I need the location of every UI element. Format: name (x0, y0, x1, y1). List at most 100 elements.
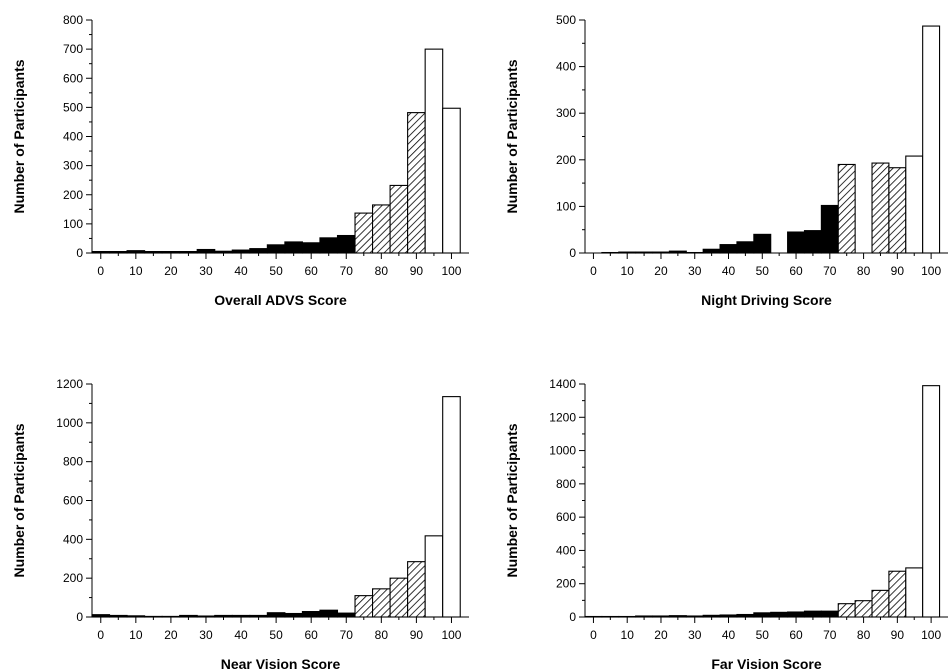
bar-85 (871, 162, 890, 254)
x-axis-title: Night Driving Score (701, 292, 832, 308)
x-tick-label: 20 (164, 628, 178, 642)
bar-60 (301, 242, 321, 254)
x-tick-label: 20 (654, 264, 668, 278)
y-axis-title: Number of Participants (504, 423, 520, 577)
x-tick-label: 10 (621, 628, 635, 642)
bar-50 (753, 233, 772, 254)
y-tick-label: 800 (556, 477, 576, 491)
x-tick-label: 90 (410, 628, 424, 642)
bar-75 (837, 163, 856, 254)
x-tick-label: 80 (857, 628, 871, 642)
y-tick-label: 200 (556, 577, 576, 591)
x-tick-label: 50 (756, 628, 770, 642)
chart-far-vision: Number of Participants Far Vision Score … (504, 377, 948, 671)
bar-95 (424, 535, 444, 618)
bar-75 (354, 212, 374, 254)
bar-40 (719, 244, 738, 254)
y-tick-label: 600 (63, 494, 83, 508)
bar-65 (319, 237, 339, 254)
x-tick-label: 60 (789, 264, 803, 278)
y-tick-label: 200 (556, 153, 576, 167)
bar-90 (888, 167, 907, 254)
y-tick-label: 1000 (56, 416, 83, 430)
bar-75 (837, 603, 856, 618)
x-tick-label: 70 (823, 264, 837, 278)
x-axis-title: Near Vision Score (221, 656, 341, 671)
bar-60 (787, 611, 806, 618)
x-tick-label: 100 (921, 264, 941, 278)
x-tick-label: 0 (590, 628, 597, 642)
y-axis-title: Number of Participants (11, 423, 27, 577)
x-tick-label: 40 (234, 264, 248, 278)
y-tick-label: 300 (63, 159, 83, 173)
x-axis-title: Overall ADVS Score (214, 292, 347, 308)
bar-100 (442, 107, 461, 254)
chart-overall-advs: Number of Participants Overall ADVS Scor… (11, 13, 469, 308)
chart-near-vision: Number of Participants Near Vision Score… (11, 377, 469, 671)
x-tick-label: 0 (590, 264, 597, 278)
bar-95 (905, 155, 924, 254)
bar-85 (871, 589, 890, 618)
bar-55 (284, 612, 303, 618)
bar-90 (888, 570, 907, 618)
bar-65 (803, 610, 822, 618)
bar-85 (389, 184, 409, 254)
bar-45 (736, 241, 755, 254)
x-tick-label: 30 (199, 264, 213, 278)
bar-90 (407, 112, 426, 254)
bar-55 (284, 241, 303, 254)
bar-70 (820, 204, 839, 254)
bar-90 (407, 561, 426, 618)
y-tick-label: 800 (63, 455, 83, 469)
x-tick-label: 20 (164, 264, 178, 278)
y-tick-label: 300 (556, 106, 576, 120)
x-tick-label: 90 (891, 628, 905, 642)
x-tick-label: 50 (269, 264, 283, 278)
y-tick-label: 1200 (56, 377, 83, 391)
bar-80 (372, 204, 391, 254)
bar-65 (803, 230, 822, 254)
x-tick-label: 30 (688, 628, 702, 642)
x-tick-label: 100 (441, 264, 461, 278)
bar-55 (770, 611, 789, 618)
y-axis-title: Number of Participants (504, 59, 520, 213)
x-tick-label: 30 (199, 628, 213, 642)
bar-50 (266, 612, 286, 618)
x-tick-label: 10 (129, 264, 143, 278)
bar-100 (442, 396, 461, 618)
y-tick-label: 400 (556, 60, 576, 74)
bar-100 (922, 25, 941, 254)
bar-95 (424, 48, 444, 254)
y-tick-label: 500 (63, 100, 83, 114)
x-tick-label: 0 (97, 628, 104, 642)
bar-60 (301, 611, 321, 618)
x-tick-label: 80 (375, 628, 389, 642)
y-tick-label: 400 (63, 130, 83, 144)
x-tick-label: 10 (129, 628, 143, 642)
x-tick-label: 50 (756, 264, 770, 278)
x-tick-label: 30 (688, 264, 702, 278)
y-tick-label: 1200 (549, 410, 576, 424)
y-tick-label: 0 (569, 246, 576, 260)
y-tick-label: 500 (556, 13, 576, 27)
x-tick-label: 70 (823, 628, 837, 642)
bar-75 (354, 595, 374, 618)
x-tick-label: 60 (789, 628, 803, 642)
y-axis-title: Number of Participants (11, 59, 27, 213)
x-tick-label: 60 (305, 264, 319, 278)
bar-95 (905, 567, 924, 618)
y-tick-label: 1000 (549, 444, 576, 458)
bar-80 (854, 600, 873, 618)
x-tick-label: 100 (441, 628, 461, 642)
x-tick-label: 100 (921, 628, 941, 642)
x-tick-label: 60 (305, 628, 319, 642)
y-tick-label: 1400 (549, 377, 576, 391)
x-tick-label: 80 (857, 264, 871, 278)
x-axis-title: Far Vision Score (711, 656, 821, 671)
x-tick-label: 80 (375, 264, 389, 278)
bar-35 (702, 248, 721, 254)
y-tick-label: 200 (63, 188, 83, 202)
y-tick-label: 200 (63, 571, 83, 585)
bar-80 (372, 588, 391, 618)
y-tick-label: 800 (63, 13, 83, 27)
